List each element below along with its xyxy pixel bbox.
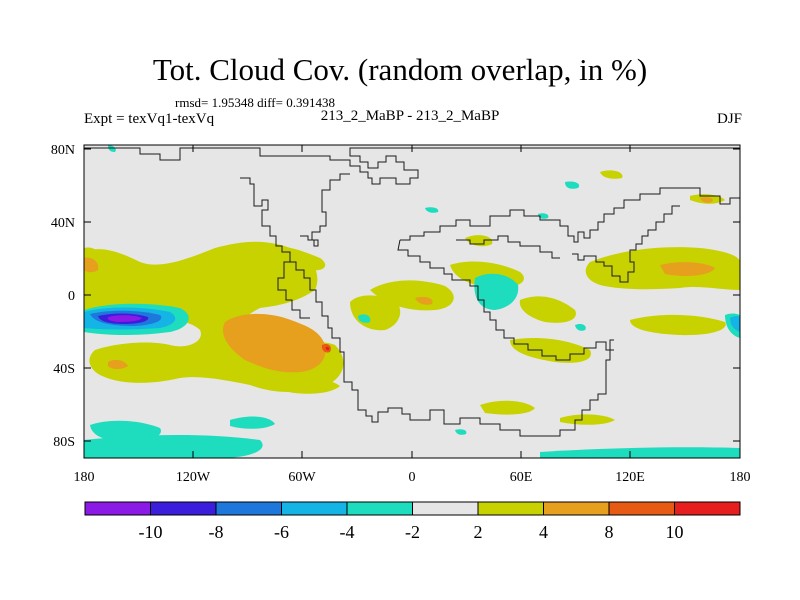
- tropical-atlantic-cyan: [474, 273, 519, 310]
- southwest-pacific-orange: [108, 359, 128, 369]
- north-america-interior: [300, 173, 350, 247]
- east-pacific-orange: [84, 257, 99, 273]
- colorbar-label: -10: [139, 522, 163, 542]
- colorbar: -10 -8 -6 -4 -2 2 4 8 10: [84, 501, 741, 542]
- colorbar-swatch: [281, 501, 348, 516]
- colorbar-swatch: [84, 501, 151, 516]
- atlantic-yellow: [370, 280, 454, 311]
- south-atlantic-band-yellow: [480, 400, 535, 415]
- colorbar-label: -8: [209, 522, 224, 542]
- x-ticks: [83, 145, 741, 458]
- southeast-pacific-orange: [222, 313, 326, 373]
- east-pacific-violet: [107, 315, 142, 322]
- colorbar-swatch: [608, 501, 675, 516]
- southern-ocean-yellow: [560, 414, 615, 425]
- eurasia-outline: [400, 187, 740, 243]
- colorbar-swatch: [215, 501, 282, 516]
- indian-ocean-yellow: [519, 296, 576, 323]
- positive-anomaly-regions: [84, 170, 740, 425]
- experiment-label: Expt = texVq1-texVq: [84, 111, 215, 127]
- continent-outlines: [84, 147, 740, 437]
- south-indian-yellow: [630, 314, 726, 336]
- indian-ocean-cyan: [575, 323, 586, 331]
- colorbar-swatch: [412, 501, 479, 516]
- y-tick-label: 40N: [51, 216, 75, 231]
- colorbar-label: 8: [605, 522, 614, 542]
- arctic-cyan: [565, 181, 580, 189]
- x-tick-label: 180: [730, 470, 751, 485]
- strong-positive-regions: [84, 197, 715, 373]
- y-tick-labels: 80N 40N 0 40S 80S: [51, 143, 75, 450]
- colorbar-swatch: [150, 501, 217, 516]
- americas-outline: [240, 177, 614, 437]
- strong-negative-regions: [84, 307, 740, 332]
- arctic-orange: [700, 197, 713, 203]
- x-tick-label: 0: [409, 470, 416, 485]
- south-america-coast: [277, 261, 310, 319]
- plot-title: Tot. Cloud Cov. (random overlap, in %): [152, 52, 648, 87]
- peak-red: [325, 346, 330, 351]
- x-tick-label: 60E: [510, 470, 533, 485]
- west-pacific-orange: [660, 262, 715, 276]
- colorbar-label: 4: [539, 522, 548, 542]
- siberia-yellow: [600, 170, 623, 179]
- map-fields: [84, 145, 740, 458]
- peak-positive-regions: [321, 343, 331, 353]
- south-pacific-low-yellow: [280, 377, 340, 394]
- colorbar-swatch: [674, 501, 741, 516]
- colorbar-label: -6: [274, 522, 289, 542]
- north-atlantic-cyan: [425, 207, 439, 213]
- indian-ocean-south-yellow: [510, 338, 591, 363]
- southern-ocean-cyan: [84, 435, 263, 458]
- colorbar-label: -2: [405, 522, 420, 542]
- north-america-yellow: [270, 246, 326, 271]
- colorbar-label: -4: [340, 522, 355, 542]
- colorbar-swatch: [543, 501, 610, 516]
- colorbar-label: 2: [474, 522, 483, 542]
- case-label: 213_2_MaBP - 213_2_MaBP: [320, 108, 500, 124]
- season-label: DJF: [716, 111, 742, 127]
- north-africa-yellow: [465, 235, 493, 247]
- y-tick-label: 40S: [53, 362, 75, 377]
- indian-south-cyan: [455, 429, 467, 435]
- colorbar-swatch: [477, 501, 544, 516]
- atlantic-orange: [415, 296, 433, 305]
- west-pacific-sky: [730, 316, 740, 332]
- y-tick-label: 80N: [51, 143, 75, 158]
- greenland-outline: [84, 147, 740, 185]
- east-pacific-north-yellow: [84, 247, 99, 259]
- mediterranean-outline: [456, 235, 560, 259]
- southern-pacific-cyan: [230, 416, 275, 429]
- x-tick-label: 60W: [288, 470, 316, 485]
- x-tick-label: 120E: [615, 470, 645, 485]
- x-tick-labels: 180 120W 60W 0 60E 120E 180: [74, 470, 751, 485]
- colorbar-swatch: [346, 501, 413, 516]
- africa-outline: [397, 239, 614, 361]
- colorbar-label: 10: [666, 522, 684, 542]
- x-tick-label: 180: [74, 470, 95, 485]
- y-tick-label: 80S: [53, 435, 75, 450]
- asia-east-outline: [572, 205, 680, 283]
- y-ticks: [84, 148, 740, 442]
- atlantic-cyan: [358, 314, 371, 323]
- antarctic-cyan: [540, 447, 740, 458]
- stats-text: rmsd= 1.95348 diff= 0.391438: [175, 95, 335, 110]
- asia-cyan: [538, 213, 549, 219]
- x-tick-label: 120W: [176, 470, 211, 485]
- y-tick-label: 0: [68, 289, 75, 304]
